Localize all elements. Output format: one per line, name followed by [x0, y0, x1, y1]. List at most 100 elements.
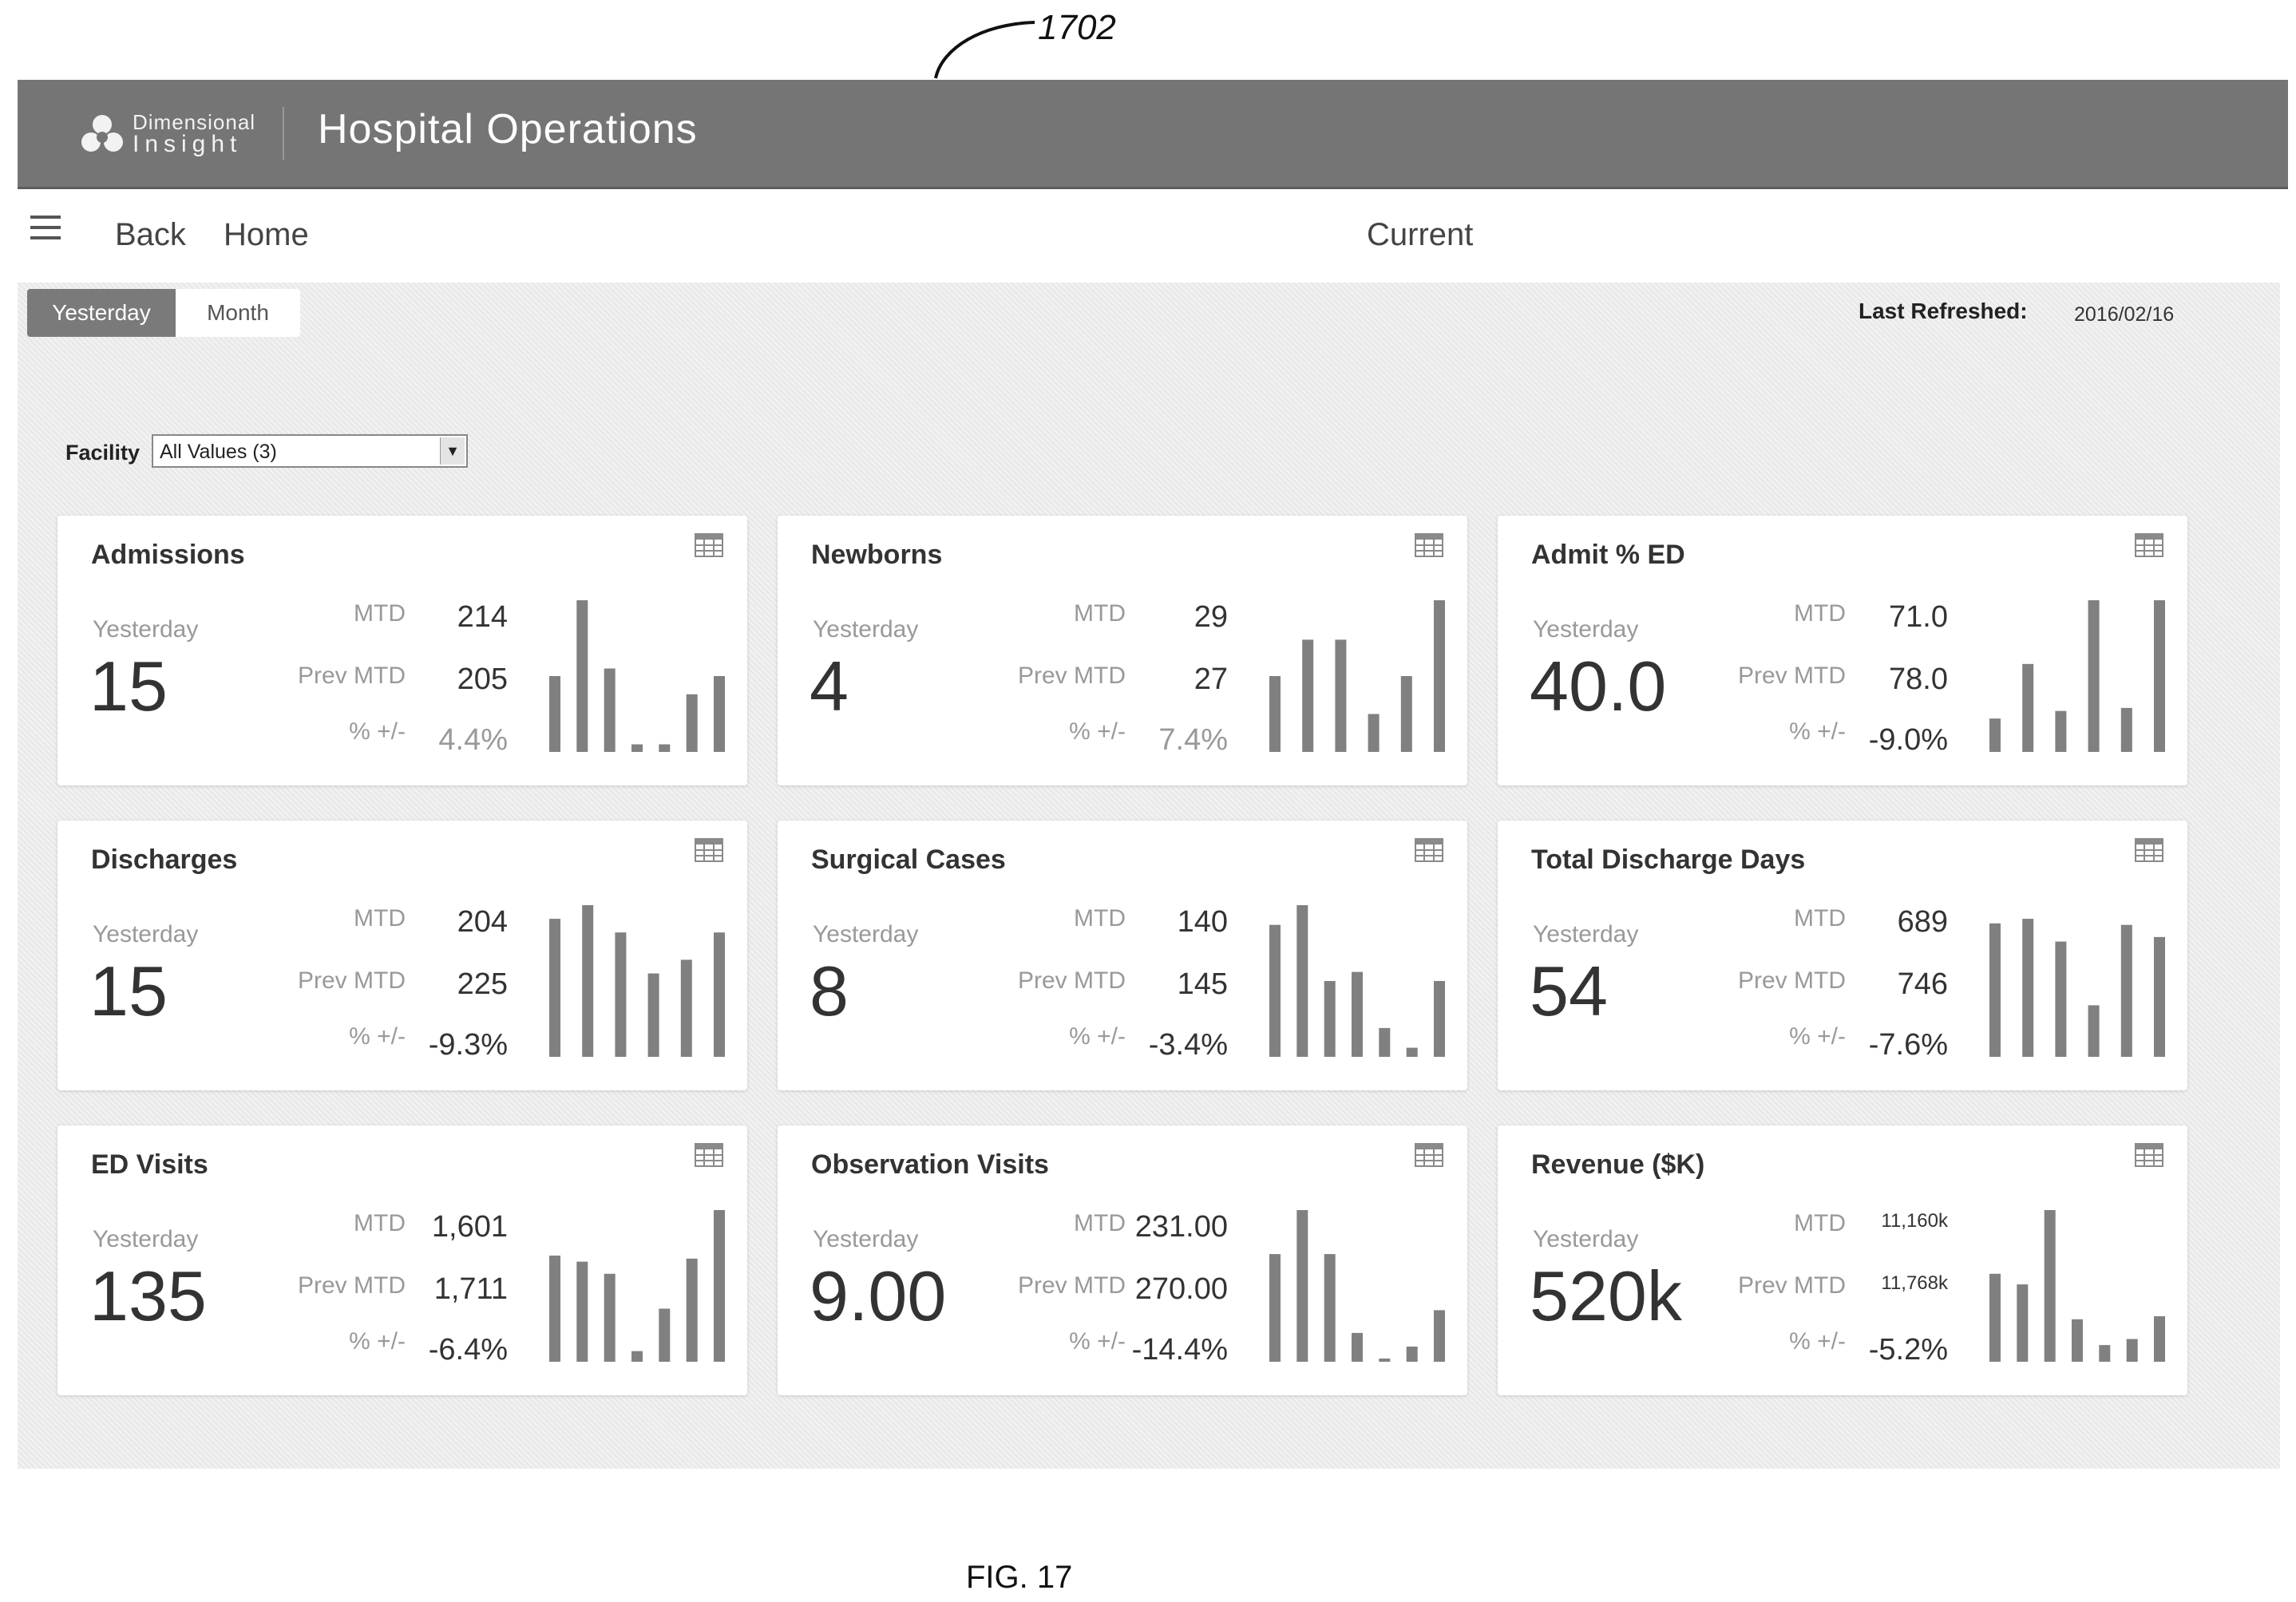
kpi-tile-total-discharge-days[interactable]: Total Discharge Days Yesterday 54 MTD 68…	[1498, 821, 2187, 1090]
prev-mtd-label: Prev MTD	[1018, 967, 1126, 994]
tile-title: Revenue ($K)	[1531, 1149, 1705, 1180]
hamburger-menu-icon[interactable]	[30, 216, 61, 239]
table-view-icon[interactable]	[1415, 1143, 1443, 1167]
sparkline-bar-chart	[549, 600, 725, 752]
sparkline-bar	[631, 1351, 643, 1362]
table-view-icon[interactable]	[1415, 838, 1443, 862]
sparkline-bar	[1324, 1254, 1336, 1362]
sparkline-bar-chart	[1269, 1210, 1445, 1362]
sparkline-bar-chart	[1989, 600, 2165, 752]
home-link[interactable]: Home	[224, 217, 309, 252]
mtd-label: MTD	[1794, 1210, 1846, 1236]
tile-title: Discharges	[91, 845, 238, 875]
sparkline-bar	[2088, 1005, 2100, 1057]
sparkline-bar	[1324, 981, 1336, 1057]
kpi-tile-revenue-k[interactable]: Revenue ($K) Yesterday 520k MTD 11,160k …	[1498, 1125, 2187, 1395]
table-view-icon[interactable]	[1415, 533, 1443, 557]
yesterday-label: Yesterday	[813, 616, 919, 643]
kpi-tile-surgical-cases[interactable]: Surgical Cases Yesterday 8 MTD 140 Prev …	[778, 821, 1467, 1090]
yesterday-value: 9.00	[810, 1256, 947, 1335]
yesterday-value: 54	[1530, 951, 1608, 1030]
sparkline-bar	[2120, 924, 2132, 1057]
sparkline-bar	[1406, 1347, 1418, 1362]
yesterday-label: Yesterday	[813, 921, 919, 947]
prev-mtd-label: Prev MTD	[298, 967, 406, 994]
pct-change-value: -14.4%	[1131, 1333, 1228, 1367]
sparkline-bar	[582, 905, 594, 1057]
table-view-icon[interactable]	[2135, 533, 2163, 557]
sparkline-bar	[714, 932, 725, 1057]
pct-change-label: % +/-	[349, 718, 406, 745]
period-yesterday-button[interactable]: Yesterday	[27, 289, 176, 337]
pct-change-label: % +/-	[1069, 1023, 1126, 1050]
prev-mtd-value: 205	[457, 663, 508, 696]
table-view-icon[interactable]	[695, 1143, 723, 1167]
facility-label: Facility	[65, 441, 141, 465]
pct-change-value: -5.2%	[1868, 1333, 1948, 1367]
kpi-tile-ed-visits[interactable]: ED Visits Yesterday 135 MTD 1,601 Prev M…	[57, 1125, 747, 1395]
table-view-icon[interactable]	[2135, 838, 2163, 862]
pct-change-value: -6.4%	[428, 1333, 508, 1367]
prev-mtd-label: Prev MTD	[1738, 1272, 1846, 1299]
mtd-value: 140	[1177, 905, 1228, 939]
sparkline-bar	[1379, 1359, 1391, 1362]
yesterday-label: Yesterday	[93, 921, 199, 947]
yesterday-label: Yesterday	[93, 1226, 199, 1252]
sparkline-bar	[549, 919, 560, 1057]
sparkline-bar	[2099, 1345, 2111, 1362]
sparkline-bar	[1434, 1310, 1445, 1362]
yesterday-label: Yesterday	[1533, 616, 1639, 643]
pct-change-value: -7.6%	[1868, 1028, 1948, 1062]
kpi-tile-admissions[interactable]: Admissions Yesterday 15 MTD 214 Prev MTD…	[57, 516, 747, 785]
facility-select-value: All Values (3)	[160, 441, 277, 463]
tile-title: Newborns	[811, 540, 943, 570]
sparkline-bar	[659, 744, 671, 752]
sparkline-bar	[1269, 676, 1281, 752]
facility-select[interactable]: All Values (3) ▼	[152, 434, 468, 468]
tile-title: ED Visits	[91, 1149, 208, 1180]
table-view-icon[interactable]	[2135, 1143, 2163, 1167]
sparkline-bar-chart	[1269, 600, 1445, 752]
tile-title: Observation Visits	[811, 1149, 1049, 1180]
sparkline-bar	[604, 668, 616, 752]
sparkline-bar	[659, 1308, 671, 1362]
yesterday-value: 15	[89, 647, 168, 726]
dashboard-content: Yesterday Month Last Refreshed: 2016/02/…	[18, 283, 2280, 1469]
current-page-label: Current	[1367, 217, 1474, 252]
pct-change-value: -9.3%	[428, 1028, 508, 1062]
kpi-tile-discharges[interactable]: Discharges Yesterday 15 MTD 204 Prev MTD…	[57, 821, 747, 1090]
tile-title: Total Discharge Days	[1531, 845, 1806, 875]
prev-mtd-label: Prev MTD	[1738, 663, 1846, 689]
prev-mtd-value: 1,711	[433, 1272, 508, 1306]
table-view-icon[interactable]	[695, 533, 723, 557]
mtd-label: MTD	[1074, 1210, 1126, 1236]
dimensional-insight-logo[interactable]: Dimensional Insight	[62, 109, 270, 161]
yesterday-label: Yesterday	[1533, 1226, 1639, 1252]
sparkline-bar	[647, 973, 659, 1057]
sparkline-bar	[1434, 981, 1445, 1057]
yesterday-value: 520k	[1530, 1256, 1682, 1335]
prev-mtd-value: 11,768k	[1881, 1272, 1948, 1294]
sparkline-bar-chart	[1989, 919, 2165, 1057]
sparkline-bar	[1352, 971, 1363, 1057]
table-view-icon[interactable]	[695, 838, 723, 862]
sparkline-bar	[1269, 924, 1281, 1057]
kpi-tile-newborns[interactable]: Newborns Yesterday 4 MTD 29 Prev MTD 27 …	[778, 516, 1467, 785]
sparkline-bar-chart	[1269, 905, 1445, 1057]
app-header: Dimensional Insight Hospital Operations	[18, 80, 2288, 189]
sparkline-bar	[2055, 710, 2067, 752]
pct-change-label: % +/-	[1789, 718, 1846, 745]
kpi-tile-observation-visits[interactable]: Observation Visits Yesterday 9.00 MTD 23…	[778, 1125, 1467, 1395]
logo-mark-icon	[81, 115, 123, 152]
sparkline-bar	[1335, 639, 1347, 752]
kpi-tile-admit-ed[interactable]: Admit % ED Yesterday 40.0 MTD 71.0 Prev …	[1498, 516, 2187, 785]
period-month-button[interactable]: Month	[176, 289, 300, 337]
back-link[interactable]: Back	[115, 217, 186, 252]
yesterday-label: Yesterday	[813, 1226, 919, 1252]
prev-mtd-label: Prev MTD	[298, 1272, 406, 1299]
tile-title: Admit % ED	[1531, 540, 1685, 570]
dropdown-arrow-icon[interactable]: ▼	[440, 437, 465, 465]
sparkline-bar	[549, 1256, 560, 1362]
sparkline-bar	[2044, 1210, 2056, 1362]
sparkline-bar	[1302, 639, 1314, 752]
